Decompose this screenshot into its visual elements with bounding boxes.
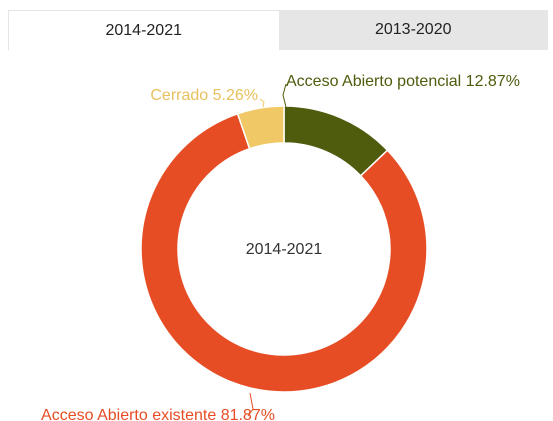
donut-center-label: 2014-2021 bbox=[246, 241, 323, 258]
label-leader-lines bbox=[247, 83, 287, 417]
slice-label-1: Acceso Abierto existente 81.87% bbox=[41, 407, 275, 421]
slice-label-0: Acceso Abierto potencial 12.87% bbox=[286, 73, 520, 90]
donut-chart: Acceso Abierto potencial 12.87% Acceso Ab… bbox=[41, 73, 520, 421]
slice-label-2: Cerrado 5.26% bbox=[150, 87, 258, 104]
slice-labels: Acceso Abierto potencial 12.87% Acceso Ab… bbox=[41, 73, 520, 421]
donut-slice-2[interactable] bbox=[236, 105, 285, 150]
period-tabs: 2014-2021 2013-2020 bbox=[8, 10, 548, 50]
leader-line-0 bbox=[282, 83, 287, 108]
leader-line-2 bbox=[259, 98, 265, 108]
leader-line-1 bbox=[247, 392, 254, 417]
tab-2013-2020[interactable]: 2013-2020 bbox=[278, 10, 548, 50]
tab-2014-2021[interactable]: 2014-2021 bbox=[8, 10, 279, 50]
donut-chart-container: Acceso Abierto potencial 12.87% Acceso Ab… bbox=[0, 60, 553, 421]
donut-slice-1[interactable] bbox=[140, 112, 428, 393]
donut-slices bbox=[140, 105, 428, 393]
